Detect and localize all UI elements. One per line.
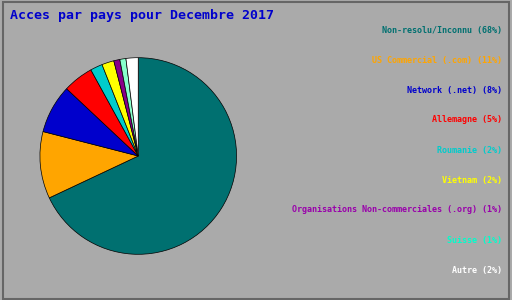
Text: US Commercial (.com) (11%): US Commercial (.com) (11%) <box>372 56 502 64</box>
Text: Vietnam (2%): Vietnam (2%) <box>442 176 502 184</box>
Wedge shape <box>91 64 138 156</box>
Wedge shape <box>43 89 138 156</box>
Wedge shape <box>49 58 237 254</box>
Text: Acces par pays pour Decembre 2017: Acces par pays pour Decembre 2017 <box>10 9 274 22</box>
Wedge shape <box>40 132 138 198</box>
Wedge shape <box>126 58 138 156</box>
Text: Roumanie (2%): Roumanie (2%) <box>437 146 502 154</box>
Wedge shape <box>102 61 138 156</box>
Wedge shape <box>114 59 138 156</box>
Text: Autre (2%): Autre (2%) <box>452 266 502 274</box>
Text: Suisse (1%): Suisse (1%) <box>447 236 502 244</box>
Wedge shape <box>120 58 138 156</box>
Wedge shape <box>67 70 138 156</box>
Text: Organisations Non-commerciales (.org) (1%): Organisations Non-commerciales (.org) (1… <box>292 206 502 214</box>
Text: Network (.net) (8%): Network (.net) (8%) <box>407 85 502 94</box>
Text: Non-resolu/Inconnu (68%): Non-resolu/Inconnu (68%) <box>382 26 502 34</box>
Text: Allemagne (5%): Allemagne (5%) <box>432 116 502 124</box>
